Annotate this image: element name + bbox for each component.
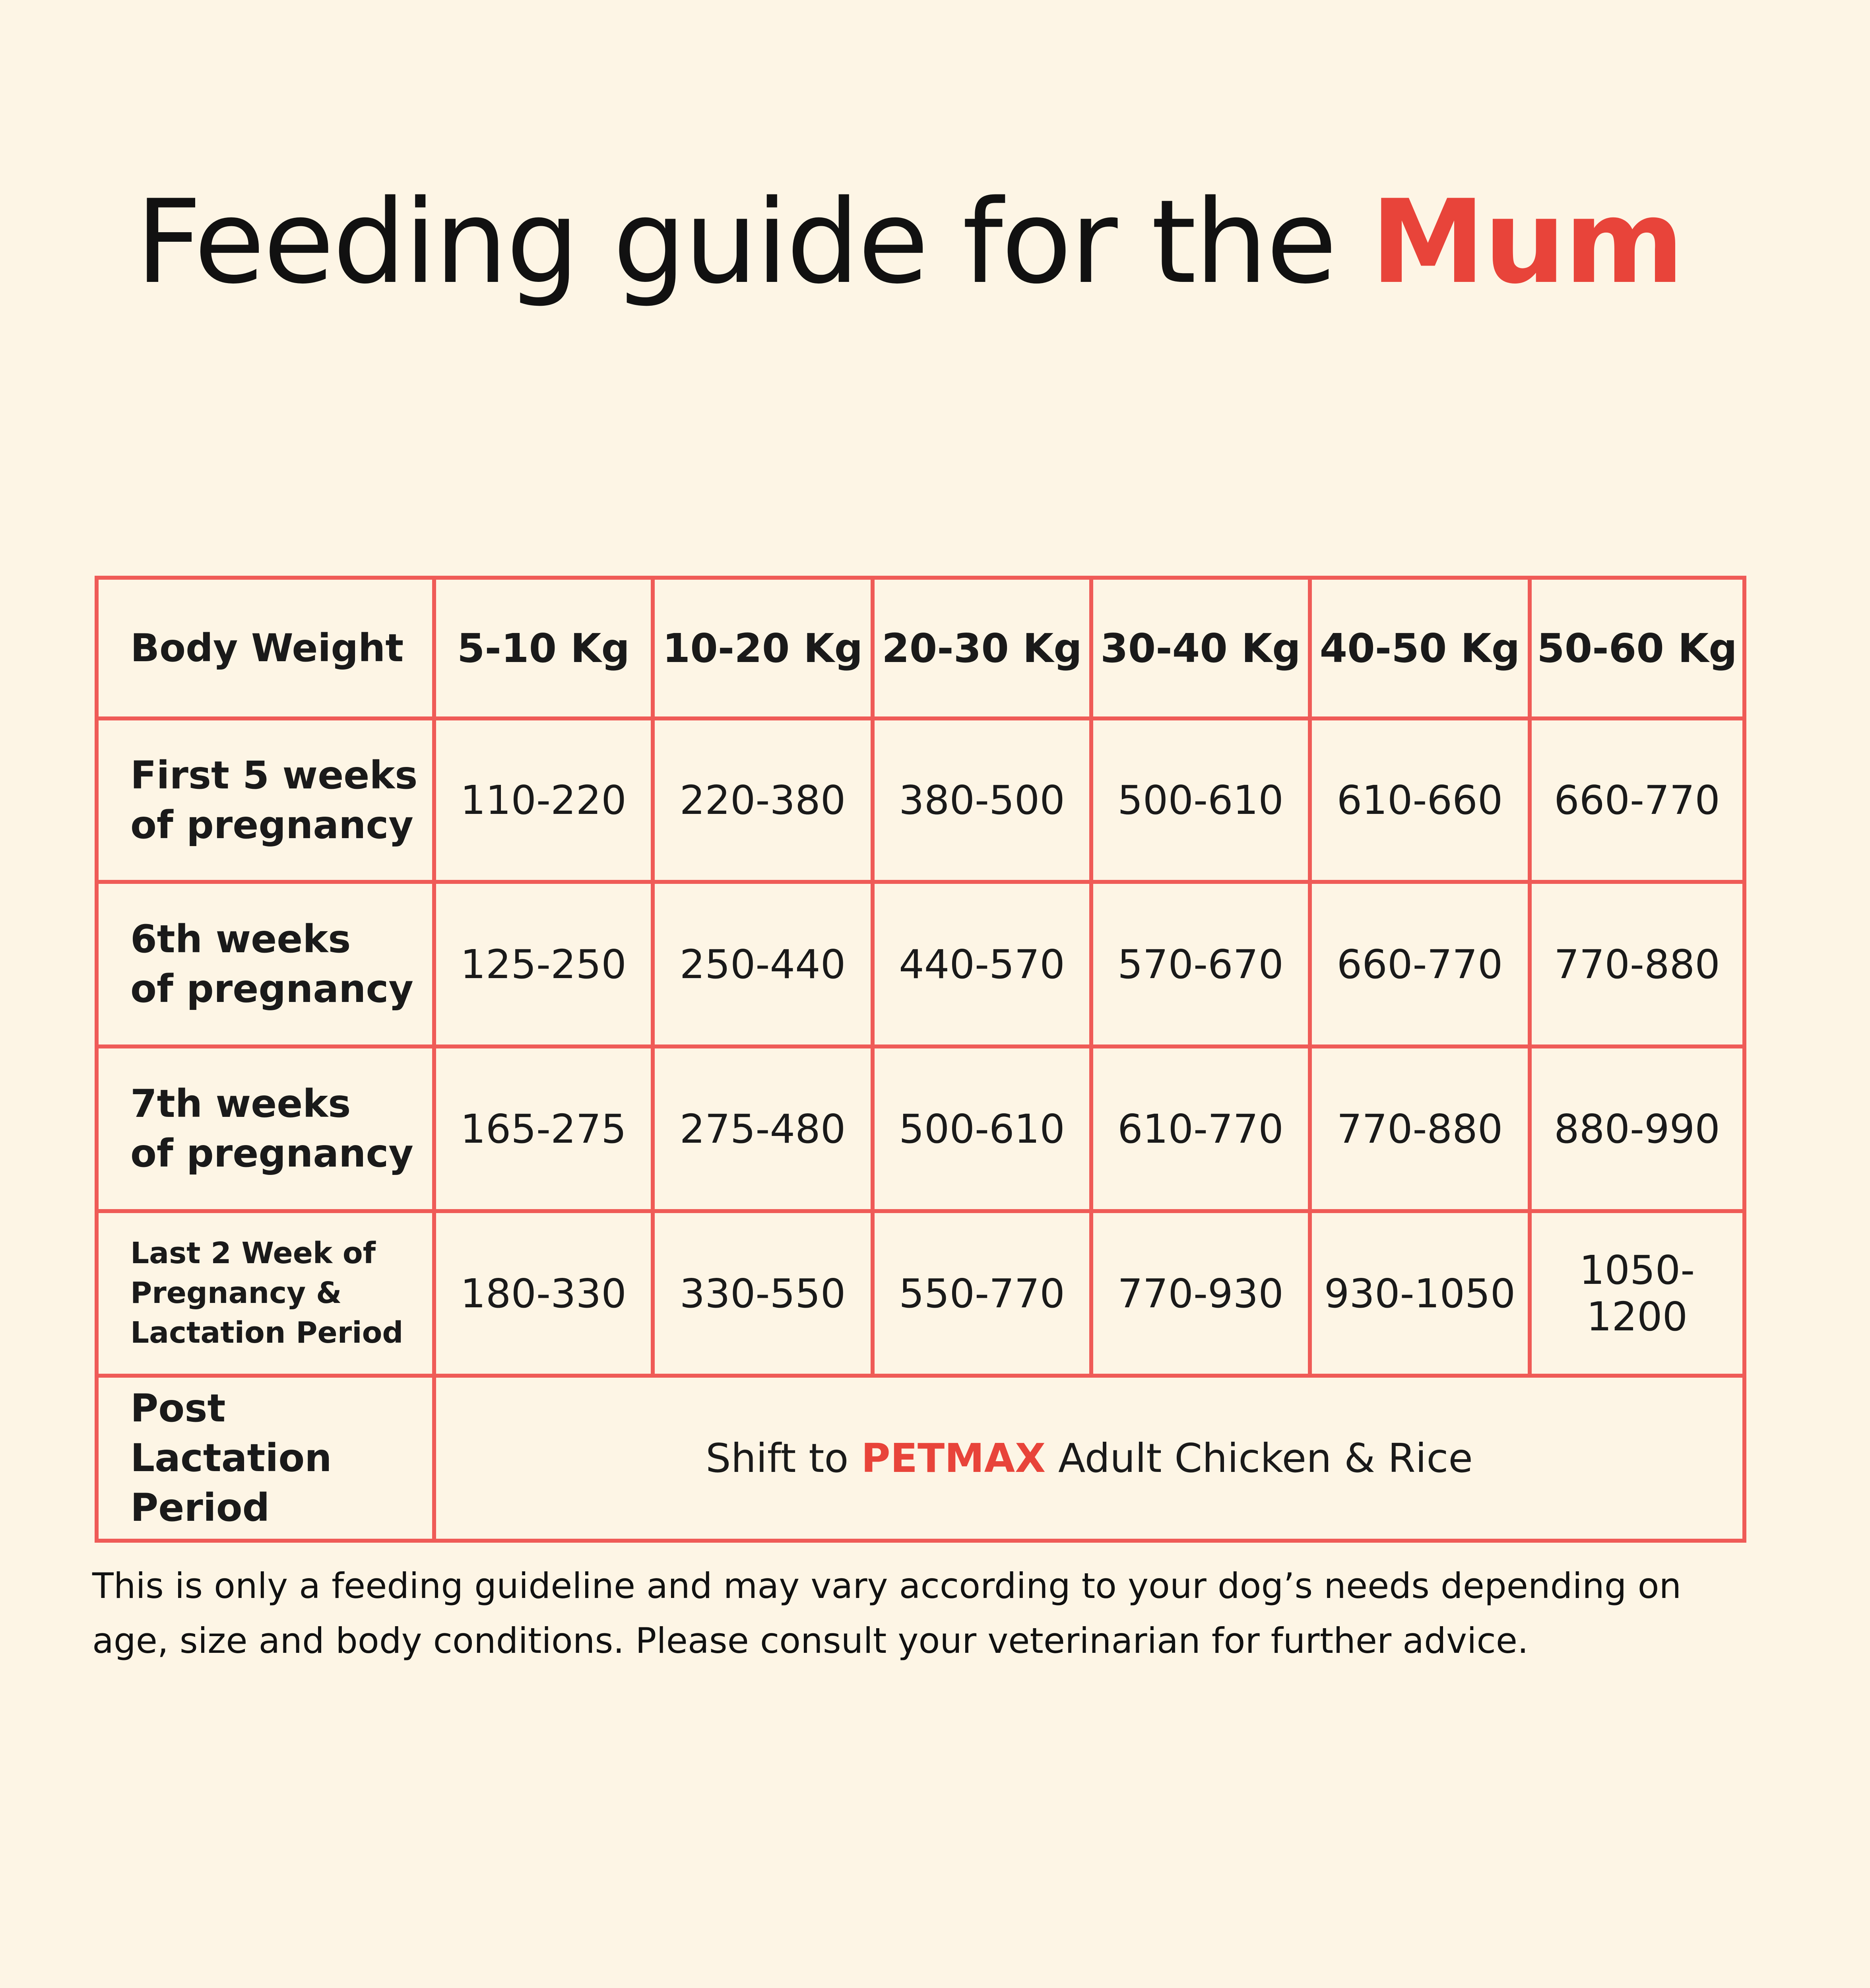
table-cell: 500-610 bbox=[871, 1044, 1093, 1213]
row-label: First 5 weeks of pregnancy bbox=[95, 716, 436, 884]
row-label: 6th weeks of pregnancy bbox=[95, 880, 436, 1048]
row-label: Post Lactation Period bbox=[95, 1374, 436, 1543]
table-cell: 165-275 bbox=[432, 1044, 655, 1213]
table-cell: 330-550 bbox=[651, 1209, 875, 1378]
header-cell: 10-20 Kg bbox=[651, 576, 875, 720]
table-cell: 770-880 bbox=[1528, 880, 1746, 1048]
header-cell: 40-50 Kg bbox=[1308, 576, 1532, 720]
table-cell: 125-250 bbox=[432, 880, 655, 1048]
table-row: 7th weeks of pregnancy 165-275 275-480 50… bbox=[95, 1044, 1746, 1213]
page-title: Feeding guide for the Mum bbox=[0, 175, 1870, 310]
post-lactation-advice: Shift to PETMAX Adult Chicken & Rice bbox=[432, 1374, 1746, 1543]
table-cell: 930-1050 bbox=[1308, 1209, 1532, 1378]
table-cell: 440-570 bbox=[871, 880, 1093, 1048]
header-cell: 30-40 Kg bbox=[1089, 576, 1312, 720]
brand-name: PETMAX bbox=[861, 1435, 1046, 1481]
table-cell: 275-480 bbox=[651, 1044, 875, 1213]
table-row: 6th weeks of pregnancy 125-250 250-440 44… bbox=[95, 880, 1746, 1048]
table-cell: 220-380 bbox=[651, 716, 875, 884]
table-cell: 180-330 bbox=[432, 1209, 655, 1378]
table-cell: 1050-1200 bbox=[1528, 1209, 1746, 1378]
table-cell: 500-610 bbox=[1089, 716, 1312, 884]
header-cell: 5-10 Kg bbox=[432, 576, 655, 720]
header-cell: Body Weight bbox=[95, 576, 436, 720]
table-cell: 660-770 bbox=[1308, 880, 1532, 1048]
table-cell: 660-770 bbox=[1528, 716, 1746, 884]
table-cell: 250-440 bbox=[651, 880, 875, 1048]
header-cell: 50-60 Kg bbox=[1528, 576, 1746, 720]
header-cell: 20-30 Kg bbox=[871, 576, 1093, 720]
table-cell: 770-930 bbox=[1089, 1209, 1312, 1378]
table-cell: 770-880 bbox=[1308, 1044, 1532, 1213]
table-cell: 380-500 bbox=[871, 716, 1093, 884]
table-row: Last 2 Week of Pregnancy & Lactation Perio… bbox=[95, 1209, 1746, 1378]
table-row: First 5 weeks of pregnancy 110-220 220-38… bbox=[95, 716, 1746, 884]
table-cell: 550-770 bbox=[871, 1209, 1093, 1378]
table-cell: 110-220 bbox=[432, 716, 655, 884]
title-highlight: Mum bbox=[1370, 175, 1684, 309]
disclaimer-note: This is only a feeding guideline and may… bbox=[92, 1565, 1682, 1661]
table-cell: 610-770 bbox=[1089, 1044, 1312, 1213]
title-text: Feeding guide for the bbox=[136, 175, 1371, 309]
table-header-row: Body Weight 5-10 Kg 10-20 Kg 20-30 Kg 30… bbox=[95, 576, 1746, 720]
table-cell: 610-660 bbox=[1308, 716, 1532, 884]
table-cell: 570-670 bbox=[1089, 880, 1312, 1048]
row-label: Last 2 Week of Pregnancy & Lactation Perio… bbox=[95, 1209, 436, 1378]
table-row-post-lactation: Post Lactation Period Shift to PETMAX Adu… bbox=[95, 1374, 1746, 1543]
table-cell: 880-990 bbox=[1528, 1044, 1746, 1213]
page: Feeding guide for the Mum Body Weight 5-… bbox=[0, 175, 1870, 1661]
row-label: 7th weeks of pregnancy bbox=[95, 1044, 436, 1213]
feeding-table: Body Weight 5-10 Kg 10-20 Kg 20-30 Kg 30… bbox=[95, 576, 1746, 1543]
